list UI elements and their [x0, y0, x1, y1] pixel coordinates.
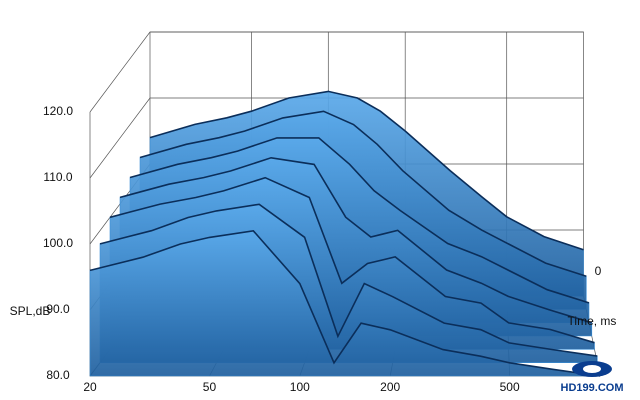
slice-line — [109, 176, 595, 344]
watermark-logo — [572, 361, 612, 377]
slice-line — [99, 203, 598, 357]
y-tick-label: 120.0 — [43, 104, 73, 118]
y-tick-label: 80.0 — [46, 368, 70, 382]
slice-line — [129, 137, 590, 304]
y-tick-label: 100.0 — [43, 236, 73, 250]
z-axis-label: Time, ms — [568, 314, 617, 328]
x-tick-label: 200 — [380, 380, 400, 394]
y-axis-label: SPL,dB — [10, 304, 51, 318]
surface — [89, 90, 601, 377]
x-tick-label: 20 — [83, 380, 97, 394]
slice-line — [89, 229, 601, 377]
slice-line — [119, 156, 593, 324]
z-start-label: 0 — [595, 264, 602, 278]
watermark: HD199.COM — [561, 382, 624, 394]
slice-line — [139, 110, 587, 278]
labels: 80.0 90.0 100.0 110.0 120.0 20 50 100 200 500 — [43, 104, 520, 394]
x-tick-label: 500 — [500, 380, 520, 394]
x-tick-label: 50 — [203, 380, 217, 394]
y-tick-label: 90.0 — [46, 302, 70, 316]
slice-line — [149, 90, 584, 251]
x-tick-label: 100 — [290, 380, 310, 394]
y-tick-label: 110.0 — [43, 170, 72, 184]
